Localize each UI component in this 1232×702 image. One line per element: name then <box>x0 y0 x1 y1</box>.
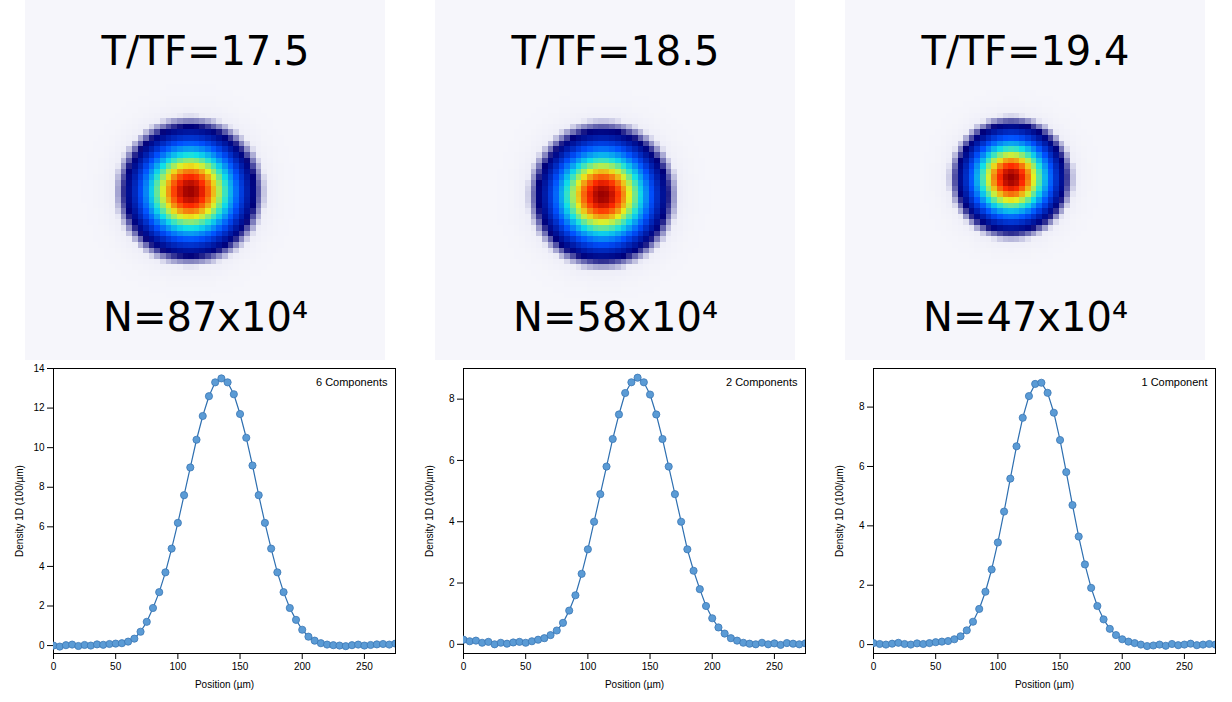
svg-text:150: 150 <box>1052 661 1069 672</box>
svg-text:1 Component: 1 Component <box>1141 376 1207 388</box>
svg-text:Position (µm): Position (µm) <box>195 679 254 690</box>
svg-text:100: 100 <box>170 661 187 672</box>
svg-text:Density 1D (100/µm): Density 1D (100/µm) <box>424 465 435 557</box>
svg-text:50: 50 <box>930 661 942 672</box>
svg-text:T/TF=18.5: T/TF=18.5 <box>511 28 720 74</box>
svg-text:Position (µm): Position (µm) <box>1015 679 1074 690</box>
svg-text:2: 2 <box>859 579 865 590</box>
svg-text:N=87x10⁴: N=87x10⁴ <box>103 294 308 340</box>
svg-text:150: 150 <box>232 661 249 672</box>
svg-text:200: 200 <box>704 661 721 672</box>
svg-text:250: 250 <box>766 661 783 672</box>
svg-text:150: 150 <box>642 661 659 672</box>
svg-text:2 Components: 2 Components <box>726 376 798 388</box>
svg-text:0: 0 <box>449 639 455 650</box>
svg-text:6: 6 <box>39 521 45 532</box>
svg-text:8: 8 <box>39 481 45 492</box>
svg-text:10: 10 <box>33 442 45 453</box>
svg-text:0: 0 <box>859 639 865 650</box>
svg-text:100: 100 <box>580 661 597 672</box>
svg-text:N=58x10⁴: N=58x10⁴ <box>513 294 718 340</box>
svg-text:4: 4 <box>449 516 455 527</box>
svg-text:2: 2 <box>39 600 45 611</box>
svg-text:T/TF=19.4: T/TF=19.4 <box>921 28 1130 74</box>
svg-text:200: 200 <box>1114 661 1131 672</box>
svg-text:8: 8 <box>859 401 865 412</box>
svg-text:0: 0 <box>871 661 877 672</box>
svg-text:6: 6 <box>859 461 865 472</box>
svg-text:Position (µm): Position (µm) <box>605 679 664 690</box>
svg-text:6 Components: 6 Components <box>316 376 388 388</box>
svg-text:50: 50 <box>520 661 532 672</box>
svg-text:50: 50 <box>110 661 122 672</box>
svg-text:N=47x10⁴: N=47x10⁴ <box>923 294 1128 340</box>
svg-text:200: 200 <box>294 661 311 672</box>
svg-text:0: 0 <box>39 640 45 651</box>
svg-text:Density 1D (100/µm): Density 1D (100/µm) <box>834 465 845 557</box>
svg-text:6: 6 <box>449 455 455 466</box>
svg-text:250: 250 <box>1176 661 1193 672</box>
svg-text:0: 0 <box>461 661 467 672</box>
svg-text:0: 0 <box>51 661 57 672</box>
svg-text:250: 250 <box>356 661 373 672</box>
svg-text:8: 8 <box>449 393 455 404</box>
svg-text:T/TF=17.5: T/TF=17.5 <box>101 28 310 74</box>
svg-text:2: 2 <box>449 577 455 588</box>
svg-text:4: 4 <box>859 520 865 531</box>
svg-text:100: 100 <box>990 661 1007 672</box>
svg-text:4: 4 <box>39 561 45 572</box>
svg-text:14: 14 <box>33 363 45 374</box>
svg-text:Density 1D (100/µm): Density 1D (100/µm) <box>14 465 25 557</box>
svg-text:12: 12 <box>33 402 45 413</box>
